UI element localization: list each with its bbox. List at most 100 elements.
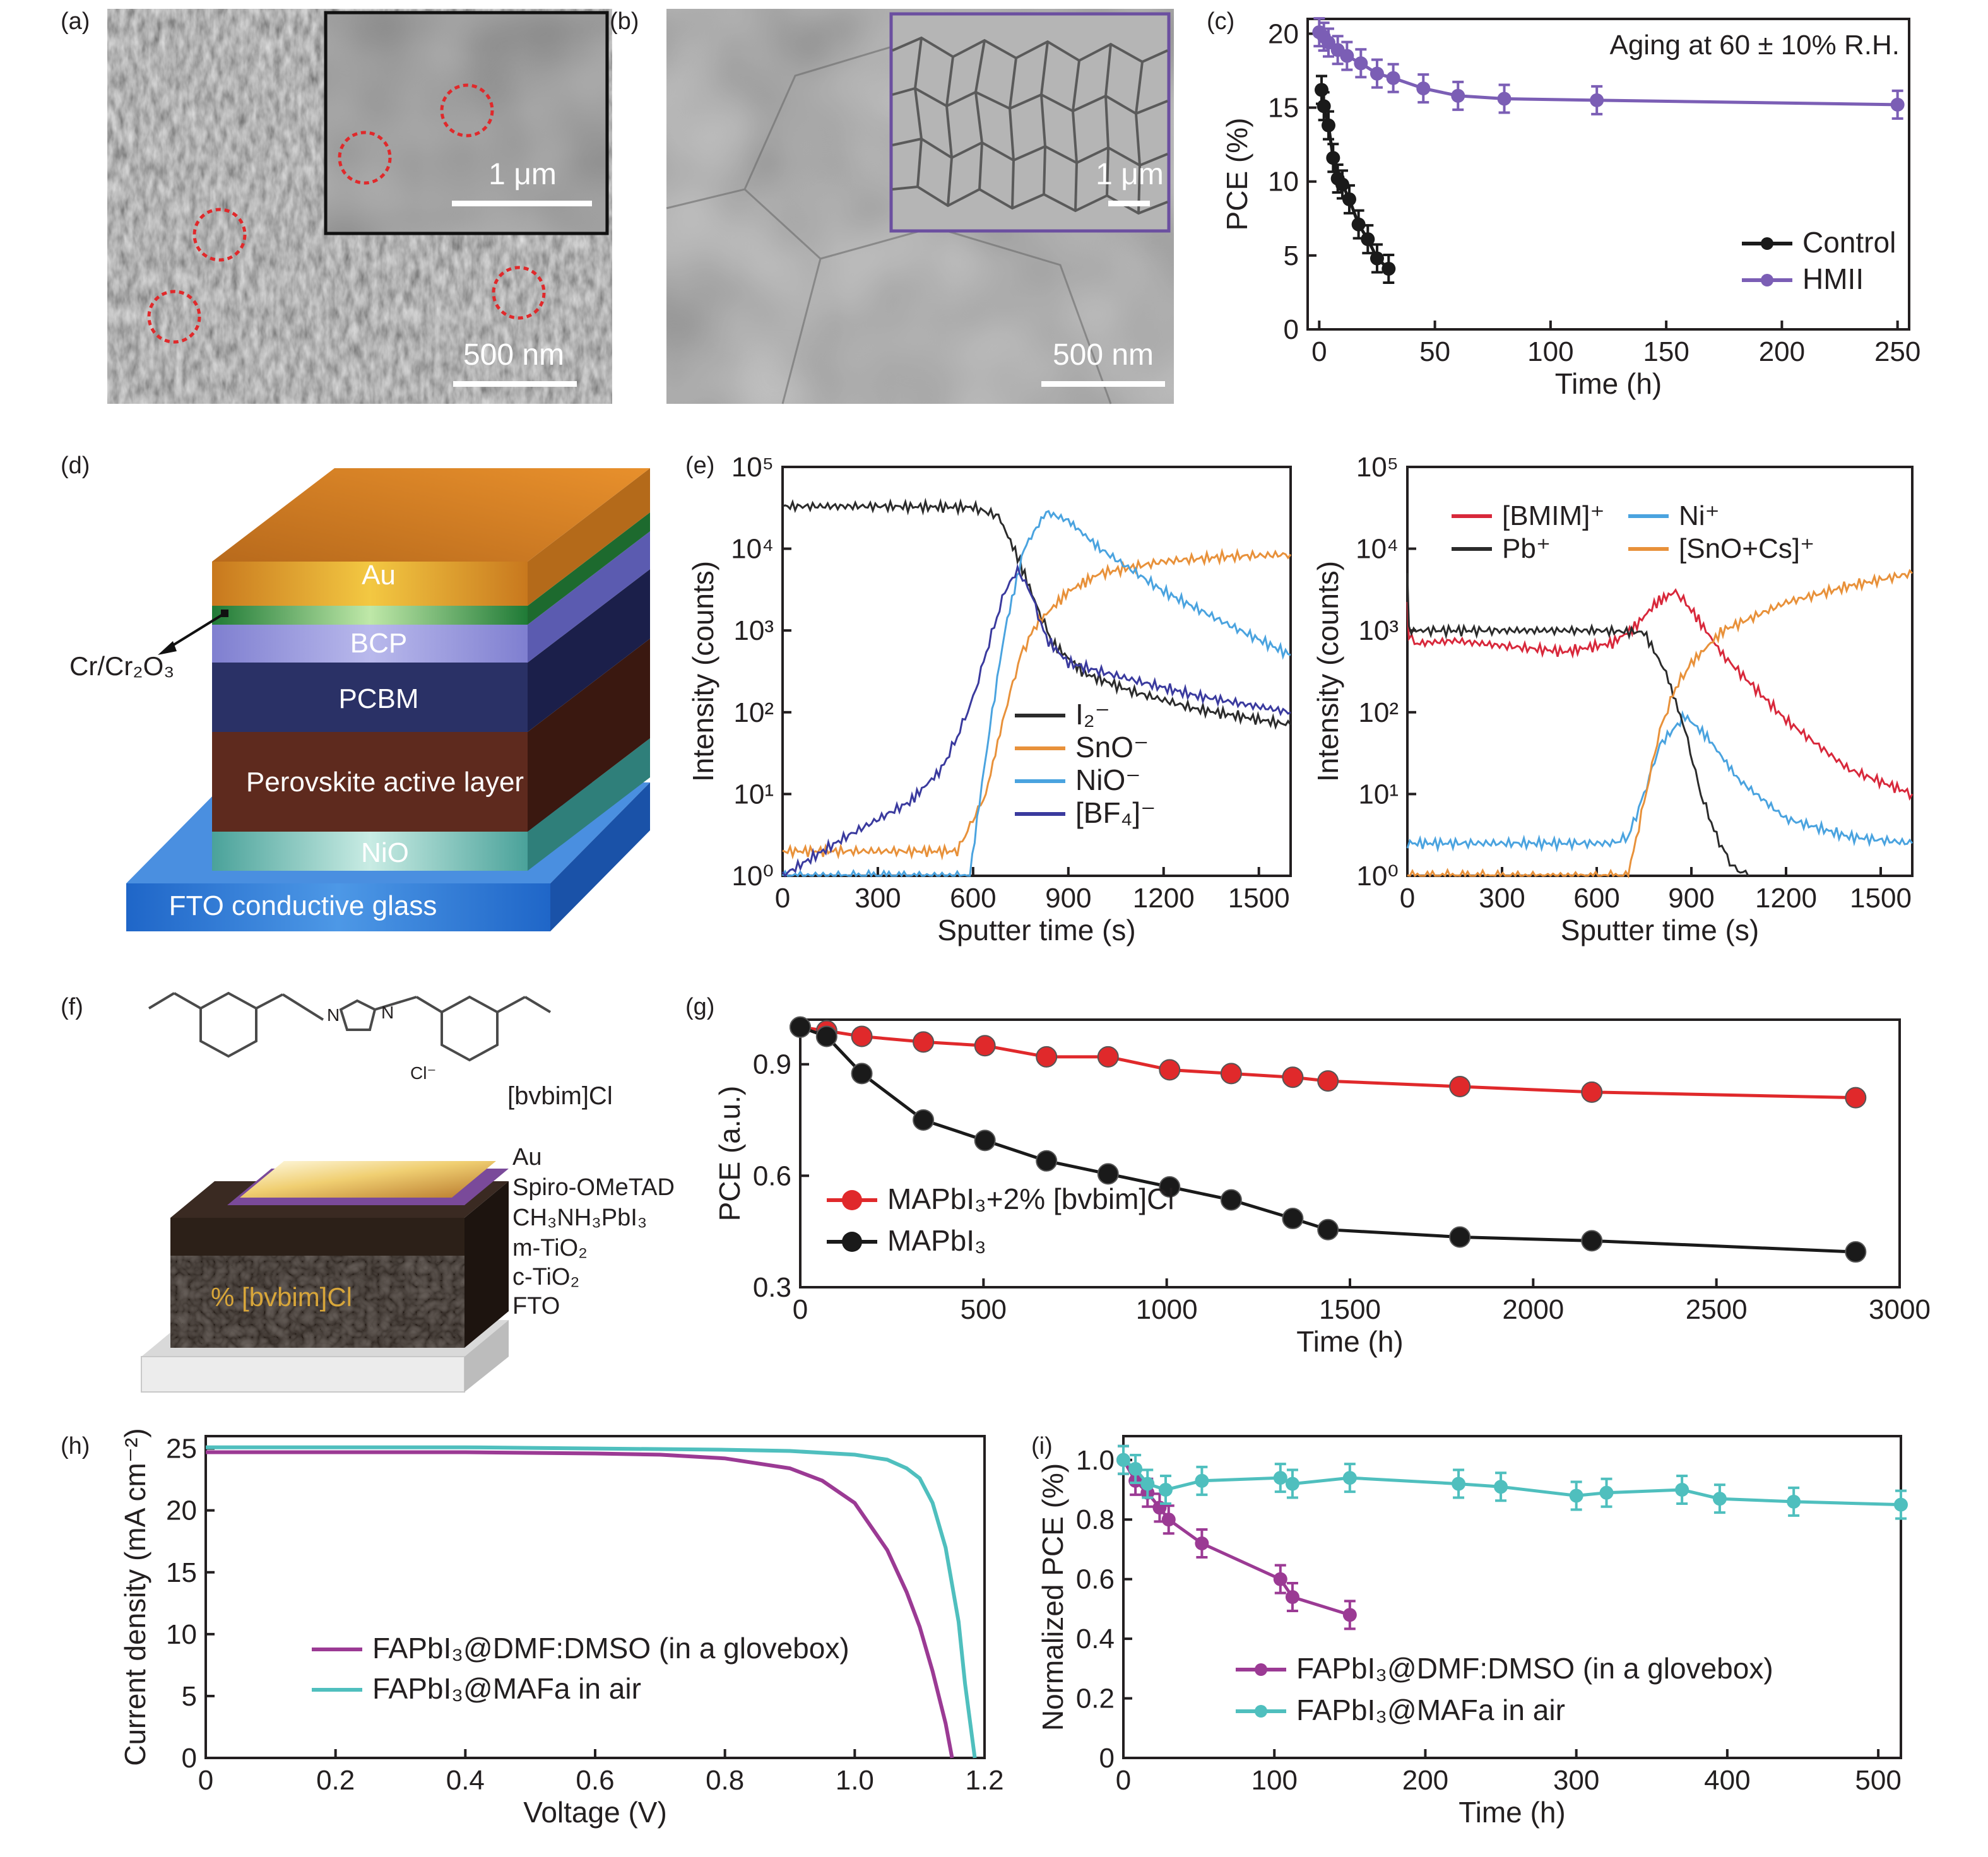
legend-label: HMII: [1802, 262, 1864, 295]
plot-frame: [781, 466, 1292, 877]
y-tick-label: 1.0: [1076, 1445, 1115, 1476]
x-tick-label: 1.0: [836, 1765, 874, 1796]
y-tick-label: 10⁰: [1356, 861, 1399, 892]
data-point: [1282, 1066, 1304, 1088]
inset-scale-label-b: 1 μm: [1096, 158, 1164, 191]
panel-label: (i): [1031, 1433, 1053, 1459]
plot-frame: [1306, 18, 1910, 331]
counter-ion-label: Cl⁻: [410, 1063, 436, 1083]
x-tick-label: 900: [1668, 883, 1714, 914]
inset-scale-label-a: 1 μm: [488, 158, 557, 191]
data-point: [1335, 177, 1349, 192]
y-tick-label: 10⁴: [1356, 534, 1399, 565]
data-point: [1159, 1059, 1181, 1081]
defect-marker: [338, 131, 392, 185]
au-side: [528, 468, 650, 606]
x-tick-label: 1200: [1755, 883, 1817, 914]
y-tick-label: 10¹: [1358, 779, 1399, 810]
data-point: [1581, 1081, 1603, 1103]
au-top: [212, 468, 650, 562]
data-point: [1845, 1087, 1867, 1109]
y-axis-label: Normalized PCE (%): [1036, 1463, 1069, 1731]
f-layer-spiro: Spiro-OMeTAD: [512, 1174, 675, 1201]
legend-label: [BF₄]⁻: [1075, 796, 1156, 829]
data-point: [1342, 192, 1356, 206]
x-tick-label: 200: [1759, 336, 1805, 367]
data-point: [1321, 118, 1335, 133]
panel-f: (f) N N Cl⁻ [bvbim]Cl % [bvbim]Cl Au Spi…: [61, 991, 675, 1393]
legend-label: FAPbI₃@DMF:DMSO (in a glovebox): [372, 1632, 849, 1665]
panel-label: (c): [1207, 8, 1234, 35]
pcbm-side: [528, 569, 650, 732]
inset-scale-bar-b: [1108, 201, 1150, 206]
data-point: [1497, 91, 1512, 106]
data-point: [1317, 1218, 1339, 1241]
f-au-electrode: [240, 1161, 496, 1198]
data-point: [1097, 1046, 1119, 1068]
perovskite-side: [528, 639, 650, 832]
legend-label: Control: [1802, 226, 1896, 259]
defect-marker: [192, 208, 247, 262]
x-tick-label: 1500: [1850, 883, 1912, 914]
data-point: [913, 1109, 935, 1131]
y-tick-label: 0.6: [753, 1160, 791, 1191]
legend-swatch-marker: [842, 1232, 862, 1252]
layer-label-au: Au: [362, 560, 396, 591]
f-block-side: [464, 1181, 509, 1348]
y-tick-label: 20: [1268, 18, 1299, 49]
sem-inset-b: [889, 12, 1171, 233]
legend-label: I₂⁻: [1075, 698, 1110, 731]
callout-dot: [221, 610, 228, 617]
data-point: [1361, 232, 1375, 247]
series-line: [1407, 569, 1914, 879]
data-point: [1140, 1477, 1155, 1491]
x-tick-label: 0: [1400, 883, 1415, 914]
f-layer-mtio2: m-TiO₂: [512, 1235, 588, 1261]
y-tick-label: 20: [166, 1495, 197, 1526]
data-point: [1273, 1471, 1287, 1485]
panel-label-d: (d): [61, 452, 90, 479]
data-point: [1494, 1480, 1508, 1494]
x-tick-label: 100: [1527, 336, 1573, 367]
x-tick-label: 50: [1419, 336, 1450, 367]
x-tick-label: 100: [1251, 1765, 1298, 1796]
atom-n-left: N: [327, 1005, 340, 1025]
x-tick-label: 0.6: [576, 1765, 614, 1796]
series-line: [1122, 1458, 1902, 1507]
fto-side: [550, 782, 650, 931]
y-axis-label: Intensity (counts): [1311, 561, 1344, 782]
y-axis-label: Intensity (counts): [687, 561, 719, 782]
series-line: [781, 510, 1291, 878]
chart-g: 0 500 1000 1500 2000 2500 3000 0.3 0.6 0.9 Time (h…: [685, 994, 1931, 1358]
data-point: [1342, 1471, 1357, 1485]
data-point: [1321, 35, 1335, 50]
data-point: [1273, 1572, 1287, 1586]
y-tick-label: 10⁰: [731, 861, 774, 892]
data-point: [1449, 1076, 1471, 1097]
panel-label: (h): [61, 1433, 90, 1459]
legend-label: SnO⁻: [1075, 731, 1149, 763]
data-point: [1128, 1461, 1143, 1476]
f-layer-fto: FTO: [512, 1293, 560, 1319]
x-tick-label: 1200: [1133, 883, 1195, 914]
legend-swatch-marker: [1761, 274, 1773, 286]
data-point: [1590, 93, 1604, 107]
data-point: [1326, 151, 1340, 165]
series-line: [1406, 573, 1749, 876]
x-tick-label: 2500: [1686, 1294, 1748, 1325]
x-tick-label: 600: [950, 883, 996, 914]
y-tick-label: 10: [1268, 167, 1299, 197]
legend-swatch-marker: [1255, 1705, 1267, 1718]
y-tick-label: 0: [182, 1743, 197, 1774]
y-tick-label: 0.4: [1076, 1624, 1115, 1654]
y-axis-label: Current density (mA cm⁻²): [119, 1428, 151, 1766]
x-axis-label: Sputter time (s): [937, 914, 1135, 946]
x-tick-label: 200: [1402, 1765, 1448, 1796]
cr-layer: [212, 606, 528, 625]
legend-label: Pb⁺: [1502, 533, 1551, 564]
sem-inset-texture-a: [328, 15, 605, 232]
data-point: [1569, 1489, 1583, 1503]
data-point: [1416, 81, 1431, 96]
y-tick-label: 0.6: [1076, 1564, 1115, 1595]
data-point: [1451, 88, 1465, 103]
